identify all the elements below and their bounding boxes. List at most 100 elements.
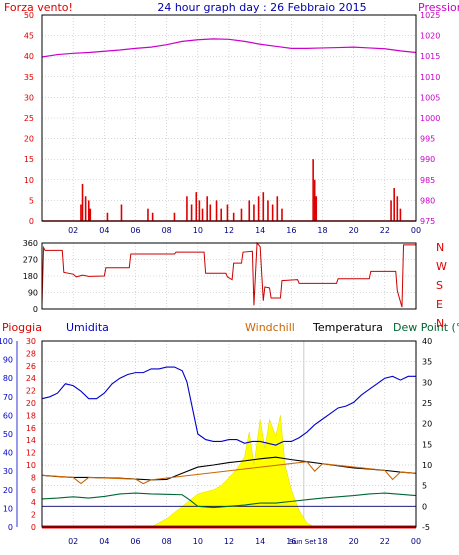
temperature-label: Temperatura bbox=[312, 321, 383, 334]
dew-point-line bbox=[41, 492, 417, 509]
x-tick-label: 12 bbox=[224, 537, 234, 546]
y-tick-label-wind: 0 bbox=[29, 217, 34, 226]
y-tick-label-wind: 35 bbox=[24, 73, 34, 82]
compass-label: S bbox=[436, 279, 443, 292]
x-tick-label: 16 bbox=[286, 537, 296, 546]
y-tick-label-direction: 270 bbox=[23, 256, 38, 265]
y-tick-label-rain: 18 bbox=[26, 411, 36, 420]
x-tick-label: 02 bbox=[68, 537, 78, 546]
windchill-label: Windchill bbox=[245, 321, 295, 334]
y-tick-label-pressure: 985 bbox=[420, 176, 435, 185]
y-tick-label-rain: 10 bbox=[26, 461, 36, 470]
panel-frame-direction bbox=[41, 242, 417, 310]
y-tick-label-rain: 28 bbox=[26, 349, 36, 358]
y-tick-label-pressure: 980 bbox=[420, 196, 435, 205]
y-tick-label-temperature: 0 bbox=[422, 502, 427, 511]
y-tick-label-rain: 16 bbox=[26, 424, 36, 433]
y-tick-label-temperature: 15 bbox=[422, 440, 432, 449]
y-tick-label-humidity: 50 bbox=[3, 430, 13, 439]
y-tick-label-rain: 4 bbox=[31, 498, 36, 507]
x-tick-label: 22 bbox=[380, 226, 390, 235]
x-tick-label: 20 bbox=[349, 537, 359, 546]
x-tick-label: 20 bbox=[349, 226, 359, 235]
x-tick-label: 08 bbox=[162, 226, 172, 235]
rain-label: Pioggia bbox=[2, 321, 42, 334]
y-tick-label-temperature: 25 bbox=[422, 399, 432, 408]
y-tick-label-rain: 14 bbox=[26, 436, 36, 445]
y-tick-label-humidity: 90 bbox=[3, 356, 13, 365]
y-tick-label-humidity: 100 bbox=[0, 337, 13, 346]
y-tick-label-pressure: 1025 bbox=[420, 11, 440, 20]
x-tick-label: 18 bbox=[317, 537, 327, 546]
y-tick-label-humidity: 70 bbox=[3, 393, 13, 402]
x-tick-label: 06 bbox=[130, 226, 140, 235]
y-tick-label-rain: 26 bbox=[26, 362, 36, 371]
y-tick-label-temperature: 20 bbox=[422, 420, 432, 429]
humidity-line bbox=[41, 366, 416, 446]
y-tick-label-humidity: 30 bbox=[3, 467, 13, 476]
y-tick-label-pressure: 1010 bbox=[420, 73, 440, 82]
panel-frame-wind bbox=[41, 14, 417, 222]
compass-label: N bbox=[436, 241, 444, 254]
y-tick-label-rain: 20 bbox=[26, 399, 36, 408]
chart-title: 24 hour graph day : 26 Febbraio 2015 bbox=[157, 1, 366, 14]
x-tick-label: 10 bbox=[193, 226, 203, 235]
dew-point-label: Dew Point (°C bbox=[393, 321, 459, 334]
x-tick-label: 08 bbox=[162, 537, 172, 546]
y-tick-label-temperature: 10 bbox=[422, 461, 432, 470]
y-tick-label-wind: 40 bbox=[24, 52, 34, 61]
y-tick-label-rain: 24 bbox=[26, 374, 36, 383]
y-tick-label-temperature: 40 bbox=[422, 337, 432, 346]
y-tick-label-humidity: 80 bbox=[3, 374, 13, 383]
y-tick-label-wind: 20 bbox=[24, 135, 34, 144]
compass-label: N bbox=[436, 317, 444, 330]
y-tick-label-wind: 25 bbox=[24, 114, 34, 123]
x-tick-label: 10 bbox=[193, 537, 203, 546]
x-tick-label: 00 bbox=[411, 226, 421, 235]
y-tick-label-pressure: 990 bbox=[420, 155, 435, 164]
y-tick-label-wind: 30 bbox=[24, 93, 34, 102]
x-tick-label: 04 bbox=[99, 226, 109, 235]
y-tick-label-rain: 22 bbox=[26, 387, 36, 396]
y-tick-label-wind: 10 bbox=[24, 176, 34, 185]
y-tick-label-pressure: 995 bbox=[420, 135, 435, 144]
y-tick-label-rain: 6 bbox=[31, 486, 36, 495]
compass-label: E bbox=[436, 298, 443, 311]
x-tick-label: 18 bbox=[317, 226, 327, 235]
y-tick-label-temperature: 30 bbox=[422, 378, 432, 387]
axes-layer: 0510152025303540455097598098599099510001… bbox=[0, 11, 447, 546]
y-tick-label-direction: 90 bbox=[28, 289, 38, 298]
y-tick-label-rain: 8 bbox=[31, 473, 36, 482]
y-tick-label-temperature: 5 bbox=[422, 482, 427, 491]
pressure-line bbox=[41, 38, 417, 58]
y-tick-label-pressure: 975 bbox=[420, 217, 435, 226]
y-tick-label-humidity: 10 bbox=[3, 504, 13, 513]
y-tick-label-wind: 5 bbox=[29, 196, 34, 205]
y-tick-label-rain: 30 bbox=[26, 337, 36, 346]
x-tick-label: 14 bbox=[255, 537, 265, 546]
y-tick-label-pressure: 1005 bbox=[420, 93, 440, 102]
y-tick-label-direction: 360 bbox=[23, 239, 38, 248]
y-tick-label-wind: 45 bbox=[24, 32, 34, 41]
y-tick-label-direction: 0 bbox=[33, 305, 38, 314]
y-tick-label-humidity: 20 bbox=[3, 486, 13, 495]
y-tick-label-pressure: 1000 bbox=[420, 114, 440, 123]
x-tick-label: 16 bbox=[286, 226, 296, 235]
wind-speed-label: Forza vento! bbox=[4, 1, 73, 14]
y-tick-label-temperature: 35 bbox=[422, 358, 432, 367]
x-tick-label: 22 bbox=[380, 537, 390, 546]
y-tick-label-pressure: 1020 bbox=[420, 32, 440, 41]
y-tick-label-wind: 15 bbox=[24, 155, 34, 164]
compass-label: W bbox=[436, 260, 447, 273]
x-tick-label: 14 bbox=[255, 226, 265, 235]
y-tick-label-humidity: 40 bbox=[3, 449, 13, 458]
wind-direction-line bbox=[41, 241, 416, 308]
panel-frame-humidity bbox=[41, 340, 417, 528]
y-tick-label-pressure: 1015 bbox=[420, 52, 440, 61]
x-tick-label: 06 bbox=[130, 537, 140, 546]
y-tick-label-rain: 2 bbox=[31, 511, 36, 520]
y-tick-label-temperature: -5 bbox=[422, 523, 430, 532]
x-tick-label: 00 bbox=[411, 537, 421, 546]
x-tick-label: 04 bbox=[99, 537, 109, 546]
